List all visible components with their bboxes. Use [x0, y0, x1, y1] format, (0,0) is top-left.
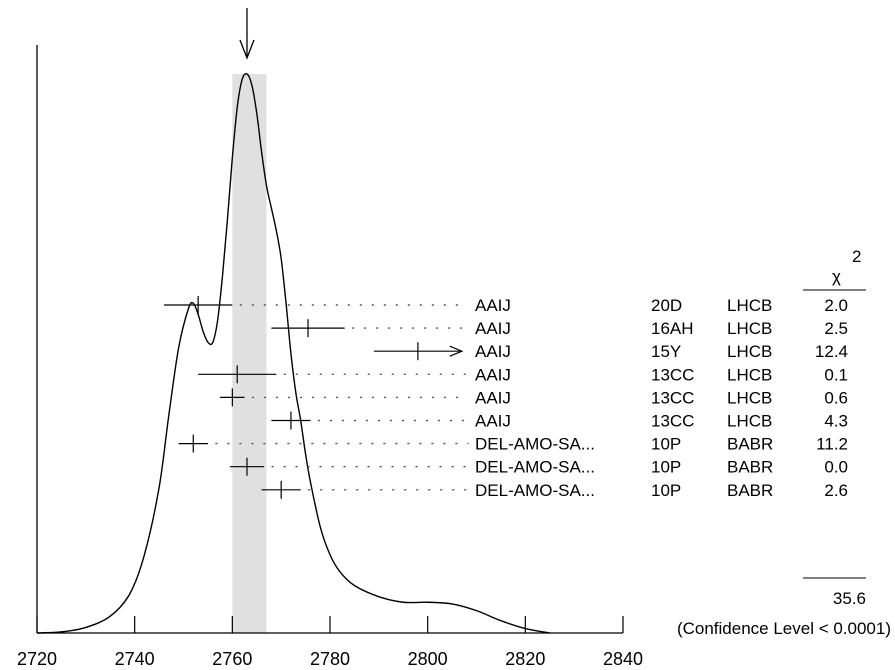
row-technique: LHCB: [727, 412, 772, 431]
row-author: DEL-AMO-SA...: [475, 481, 595, 500]
row-technique: LHCB: [727, 388, 772, 407]
row-technique: LHCB: [727, 319, 772, 338]
chi2-total: 35.6: [833, 589, 866, 608]
row-technique: LHCB: [727, 365, 772, 384]
row-document: 13CC: [651, 412, 694, 431]
row-chi2: 2.6: [824, 481, 848, 500]
row-chi2: 11.2: [816, 435, 848, 454]
row-chi2: 4.3: [824, 412, 848, 431]
row-document: 10P: [651, 481, 681, 500]
average-band: [232, 74, 267, 633]
measurement-row: DEL-AMO-SA... 10P BABR 2.6: [261, 480, 848, 500]
x-tick-label: 2840: [603, 649, 643, 669]
x-tick-label: 2720: [17, 649, 57, 669]
row-document: 16AH: [651, 319, 694, 338]
measurement-row: AAIJ 15Y LHCB 12.4: [373, 342, 848, 361]
row-document: 10P: [651, 458, 681, 477]
ideogram-curve: [36, 72, 550, 634]
row-document: 20D: [651, 296, 682, 315]
row-technique: BABR: [727, 481, 773, 500]
row-technique: LHCB: [727, 296, 772, 315]
row-document: 13CC: [651, 388, 694, 407]
row-author: AAIJ: [475, 342, 511, 361]
row-document: 15Y: [651, 342, 681, 361]
chi2-header-symbol: χ: [832, 267, 841, 286]
x-tick-label: 2820: [505, 649, 545, 669]
measurement-row: DEL-AMO-SA... 10P BABR 0.0: [229, 457, 848, 477]
chi2-header: χ 2: [832, 247, 861, 286]
row-document: 10P: [651, 435, 681, 454]
measurement-row: AAIJ 13CC LHCB 0.6: [220, 388, 848, 407]
measurement-row: AAIJ 13CC LHCB 4.3: [271, 411, 848, 431]
measurement-row: DEL-AMO-SA... 10P BABR 11.2: [178, 434, 848, 454]
measurement-row: AAIJ 20D LHCB 2.0: [163, 296, 848, 315]
row-chi2: 2.5: [824, 319, 848, 338]
row-chi2: 0.6: [824, 388, 848, 407]
row-chi2: 12.4: [815, 342, 848, 361]
measurement-row: AAIJ 13CC LHCB 0.1: [198, 365, 848, 384]
x-tick-label: 2760: [212, 649, 252, 669]
row-author: AAIJ: [475, 319, 511, 338]
row-document: 13CC: [651, 365, 694, 384]
average-arrow: [239, 8, 255, 60]
offscale-arrow-head: [449, 345, 464, 357]
row-author: AAIJ: [475, 296, 511, 315]
row-author: AAIJ: [475, 388, 511, 407]
row-author: DEL-AMO-SA...: [475, 458, 595, 477]
x-tick-label: 2800: [408, 649, 448, 669]
row-chi2: 2.0: [824, 296, 848, 315]
average-arrow-head: [239, 39, 255, 60]
x-tick-label: 2780: [310, 649, 350, 669]
x-tick-label: 2740: [115, 649, 155, 669]
row-chi2: 0.1: [824, 365, 848, 384]
row-author: DEL-AMO-SA...: [475, 435, 595, 454]
chi2-header-exponent: 2: [852, 247, 861, 266]
measurement-row: AAIJ 16AH LHCB 2.5: [271, 319, 848, 338]
confidence-level-note: (Confidence Level < 0.0001): [677, 619, 891, 638]
measurement-rows: AAIJ 20D LHCB 2.0 AAIJ 16AH LHCB 2.5 AAIJ 15Y LHCB…: [163, 296, 848, 500]
row-technique: LHCB: [727, 342, 772, 361]
row-technique: BABR: [727, 458, 773, 477]
row-technique: BABR: [727, 435, 773, 454]
row-author: AAIJ: [475, 365, 511, 384]
row-author: AAIJ: [475, 412, 511, 431]
x-ticks: 2720 2740 2760 2780 2800 2820 2840: [17, 616, 643, 669]
row-chi2: 0.0: [824, 458, 848, 477]
